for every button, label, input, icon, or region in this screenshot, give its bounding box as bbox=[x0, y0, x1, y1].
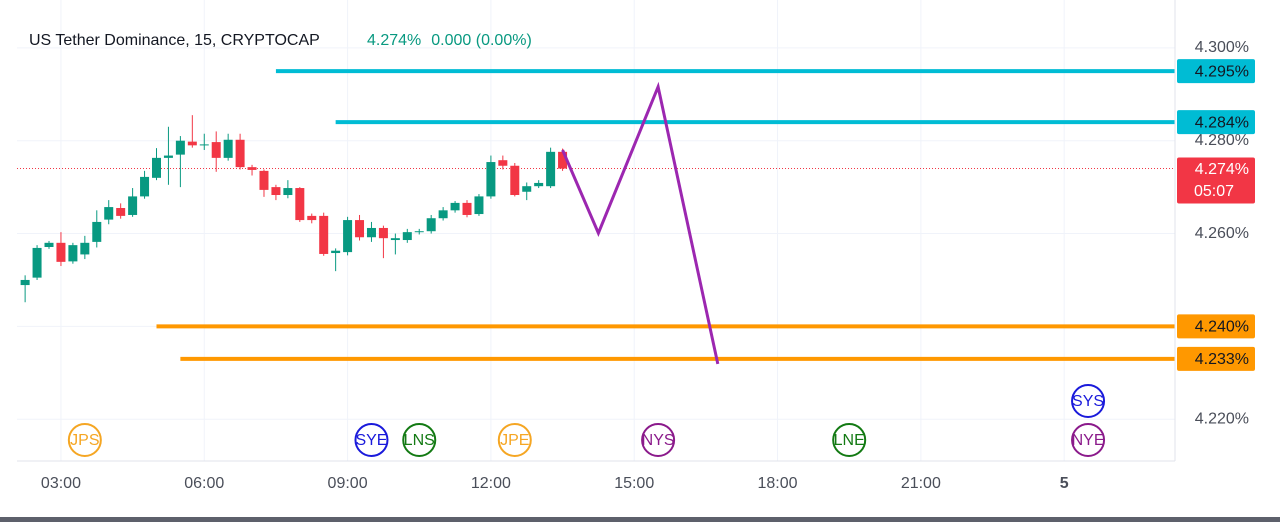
candle-body bbox=[295, 188, 305, 221]
x-tick-label: 03:00 bbox=[41, 475, 81, 492]
chart-title: US Tether Dominance, 15, CRYPTOCAP bbox=[29, 32, 320, 49]
candle-body bbox=[211, 142, 221, 158]
candle-body bbox=[414, 231, 424, 233]
candle-body bbox=[546, 151, 556, 187]
candle-body bbox=[223, 139, 233, 158]
y-tick-label: 4.280% bbox=[1195, 132, 1249, 149]
candle-body bbox=[151, 157, 161, 178]
candle-body bbox=[104, 207, 114, 220]
session-marker bbox=[67, 423, 102, 457]
candle-body bbox=[247, 167, 257, 170]
session-label: NYS bbox=[642, 432, 675, 449]
x-tick-label: 15:00 bbox=[614, 475, 654, 492]
last-price-label: 4.274% bbox=[1195, 161, 1249, 178]
candle-body bbox=[307, 215, 317, 221]
candle-body bbox=[355, 220, 365, 238]
session-marker bbox=[354, 423, 389, 457]
y-tick-label: 4.220% bbox=[1195, 410, 1249, 427]
candle-body bbox=[534, 182, 544, 187]
candle-body bbox=[56, 242, 66, 262]
level-price-box bbox=[1177, 110, 1255, 135]
candle-body bbox=[80, 242, 90, 255]
projection-line bbox=[561, 81, 720, 365]
session-label: JPS bbox=[70, 432, 99, 449]
candle-body bbox=[486, 162, 496, 197]
candle-body bbox=[32, 247, 42, 278]
candle-body bbox=[283, 188, 293, 196]
candle-body bbox=[140, 176, 150, 197]
header-change: 0.000 (0.00%) bbox=[431, 32, 532, 49]
candle-body bbox=[187, 141, 197, 146]
level-price-label: 4.284% bbox=[1195, 114, 1249, 131]
candle-body bbox=[522, 186, 532, 192]
candle-body bbox=[235, 139, 245, 168]
level-price-box bbox=[1177, 346, 1255, 371]
level-price-label: 4.240% bbox=[1195, 319, 1249, 336]
candle-body bbox=[474, 196, 484, 215]
candle-body bbox=[378, 227, 388, 239]
x-tick-label: 18:00 bbox=[758, 475, 798, 492]
session-marker bbox=[832, 423, 867, 457]
session-label: LNE bbox=[834, 432, 865, 449]
candle-body bbox=[402, 232, 412, 241]
bottom-bar bbox=[0, 517, 1280, 522]
marks: JPS SYE LNS JPE NYS LNE NYE SYS bbox=[17, 69, 1175, 457]
candle-body bbox=[366, 227, 376, 238]
countdown-label: 05:07 bbox=[1194, 183, 1234, 200]
candle-body bbox=[462, 202, 472, 215]
candle-body bbox=[271, 187, 281, 196]
candle-body bbox=[163, 155, 173, 158]
level-price-box bbox=[1177, 314, 1255, 339]
candle-body bbox=[450, 202, 460, 211]
level-price-box bbox=[1177, 59, 1255, 84]
candle-body bbox=[68, 245, 78, 262]
x-tick-label: 21:00 bbox=[901, 475, 941, 492]
session-marker bbox=[641, 423, 676, 457]
x-tick-label: 12:00 bbox=[471, 475, 511, 492]
session-marker bbox=[1071, 423, 1106, 457]
candle-body bbox=[390, 238, 400, 241]
candle-body bbox=[259, 170, 269, 190]
candle-body bbox=[558, 151, 568, 169]
candle-body bbox=[498, 160, 508, 166]
candle-body bbox=[116, 208, 126, 216]
x-tick-label: 06:00 bbox=[184, 475, 224, 492]
candle-body bbox=[343, 220, 353, 253]
level-price-label: 4.295% bbox=[1195, 63, 1249, 80]
last-price-box bbox=[1177, 157, 1255, 204]
session-marker bbox=[1071, 384, 1106, 418]
candle-body bbox=[319, 215, 329, 254]
y-tick-label: 4.300% bbox=[1195, 39, 1249, 56]
session-label: SYE bbox=[355, 432, 387, 449]
session-marker bbox=[402, 423, 437, 457]
session-label: LNS bbox=[404, 432, 435, 449]
session-label: JPE bbox=[500, 432, 529, 449]
candle-body bbox=[331, 250, 341, 254]
header-price: 4.274% bbox=[367, 32, 421, 49]
x-tick-label: 5 bbox=[1060, 475, 1069, 492]
x-tick-label: 09:00 bbox=[328, 475, 368, 492]
candle-body bbox=[199, 144, 209, 146]
candle-body bbox=[44, 242, 54, 247]
session-marker bbox=[497, 423, 532, 457]
level-price-label: 4.233% bbox=[1195, 351, 1249, 368]
candle-body bbox=[510, 165, 520, 196]
candle-body bbox=[175, 140, 185, 155]
candle-body bbox=[20, 279, 30, 286]
candle-body bbox=[438, 210, 448, 219]
candle-body bbox=[426, 218, 436, 232]
session-label: SYS bbox=[1072, 393, 1104, 410]
candle-body bbox=[92, 221, 102, 242]
candle-body bbox=[128, 196, 138, 215]
session-label: NYE bbox=[1072, 432, 1105, 449]
y-tick-label: 4.260% bbox=[1195, 225, 1249, 242]
